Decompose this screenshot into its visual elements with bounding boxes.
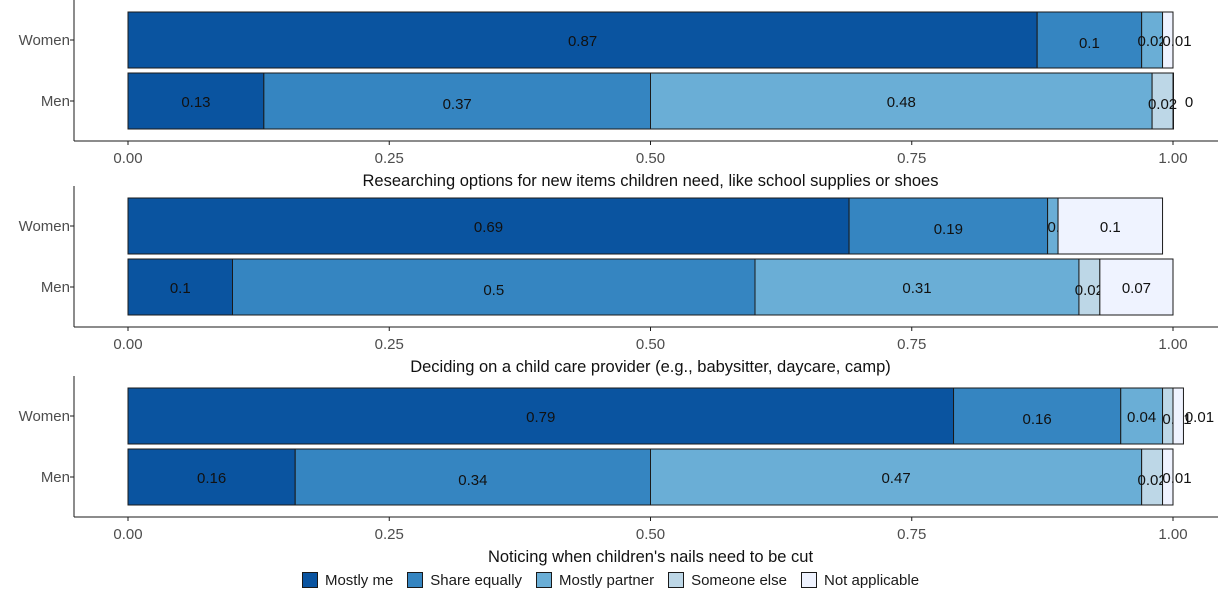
bar-men-not-applicable <box>1162 448 1174 506</box>
legend-label-mostly-me: Mostly me <box>324 571 394 589</box>
x-axis-title: Researching options for new items childr… <box>363 172 939 190</box>
bar-men-mostly-partner <box>650 448 1143 506</box>
y-tick-label-men: Men <box>41 279 70 296</box>
x-tick-label: 0.00 <box>113 336 142 353</box>
data-label-women-share-equally: 0.19 <box>934 221 963 238</box>
legend-swatch-share-equally <box>407 572 424 588</box>
bar-women-share-equally <box>953 387 1122 445</box>
data-label-men-share-equally: 0.34 <box>458 472 487 489</box>
y-tick-label-men: Men <box>41 469 70 486</box>
bar-women-mostly-me <box>127 387 955 445</box>
legend-swatch-mostly-partner <box>536 572 553 588</box>
data-label-men-not-applicable: 0.07 <box>1122 280 1151 297</box>
x-tick-label: 0.25 <box>375 336 404 353</box>
data-label-women-not-applicable: 0.01 <box>1162 33 1191 50</box>
bar-men-mostly-me <box>127 258 233 316</box>
data-label-men-mostly-me: 0.1 <box>170 280 191 297</box>
data-label-men-not-applicable: 0 <box>1185 94 1193 111</box>
bar-women-mostly-partner <box>1120 387 1164 445</box>
data-label-men-mostly-partner: 0.48 <box>887 94 916 111</box>
bar-women-mostly-me <box>127 197 850 255</box>
x-tick-label: 0.50 <box>636 336 665 353</box>
bar-women-share-equally <box>1036 11 1143 69</box>
bar-women-share-equally <box>848 197 1049 255</box>
bar-women-not-applicable <box>1172 387 1184 445</box>
y-tick-label-women: Women <box>19 408 70 425</box>
data-label-men-share-equally: 0.5 <box>483 282 504 299</box>
x-tick-label: 0.75 <box>897 336 926 353</box>
legend-swatch-not-applicable <box>800 572 817 588</box>
bar-men-share-equally <box>232 258 756 316</box>
data-label-women-mostly-me: 0.69 <box>474 219 503 236</box>
panel-1: Women 0.87 0.1 0.02 0 0.01 Men 0.13 0.37 0.48 0.02… <box>19 0 1218 190</box>
data-label-women-share-equally: 0.1 <box>1079 35 1100 52</box>
bar-men-mostly-partner <box>650 72 1153 130</box>
legend-item-mostly-me: Mostly me <box>301 571 394 589</box>
x-tick-label: 0.25 <box>375 150 404 167</box>
data-label-men-someone-else: 0.02 <box>1075 282 1104 299</box>
x-tick-label: 1.00 <box>1158 150 1187 167</box>
data-label-men-someone-else: 0.02 <box>1137 472 1166 489</box>
y-tick-label-women: Women <box>19 32 70 49</box>
legend-item-share-equally: Share equally <box>407 572 522 589</box>
data-label-women-share-equally: 0.16 <box>1023 411 1052 428</box>
chart-canvas: Women 0.87 0.1 0.02 0 0.01 Men 0.13 0.37 0.48 0.02… <box>19 0 1218 566</box>
legend-item-mostly-partner: Mostly partner <box>536 572 654 589</box>
data-label-women-mostly-partner: 0.02 <box>1137 33 1166 50</box>
legend-swatch-someone-else <box>668 572 685 588</box>
bar-men-share-equally <box>294 448 651 506</box>
legend-label-someone-else: Someone else <box>691 571 787 589</box>
data-label-women-mostly-me: 0.87 <box>568 33 597 50</box>
legend-item-someone-else: Someone else <box>668 572 787 589</box>
data-label-men-share-equally: 0.37 <box>443 96 472 113</box>
x-axis-title: Noticing when children's nails need to b… <box>488 548 814 566</box>
bar-men-not-applicable <box>1099 258 1174 316</box>
x-tick-label: 0.75 <box>897 526 926 543</box>
bar-women-not-applicable <box>1162 11 1174 69</box>
x-tick-label: 0.25 <box>375 526 404 543</box>
x-tick-label: 1.00 <box>1158 526 1187 543</box>
legend: Mostly me Share equally Mostly partner S… <box>0 568 1221 592</box>
x-tick-label: 0.50 <box>636 150 665 167</box>
bar-women-not-applicable <box>1057 197 1164 255</box>
bar-women-mostly-me <box>127 11 1038 69</box>
legend-label-mostly-partner: Mostly partner <box>559 571 655 589</box>
x-tick-label: 0.00 <box>113 526 142 543</box>
data-label-men-someone-else: 0.02 <box>1148 96 1177 113</box>
legend-label-not-applicable: Not applicable <box>823 571 920 589</box>
data-label-women-mostly-me: 0.79 <box>526 409 555 426</box>
data-label-women-not-applicable: 0.01 <box>1185 409 1214 426</box>
legend-item-not-applicable: Not applicable <box>800 571 920 589</box>
x-tick-label: 1.00 <box>1158 336 1187 353</box>
x-tick-label: 0.75 <box>897 150 926 167</box>
data-label-men-mostly-partner: 0.47 <box>881 470 910 487</box>
x-tick-label: 0.00 <box>113 150 142 167</box>
y-tick-label-women: Women <box>19 218 70 235</box>
data-label-men-mostly-partner: 0.31 <box>902 280 931 297</box>
bar-men-mostly-partner <box>754 258 1080 316</box>
legend-swatch-mostly-me <box>301 572 318 588</box>
legend-label-share-equally: Share equally <box>430 571 523 589</box>
panel-3: Women 0.79 0.16 0.04 0.01 0.01 Men 0.16 0.34 0.47… <box>19 376 1218 566</box>
data-label-men-not-applicable: 0.01 <box>1162 470 1191 487</box>
bar-men-not-applicable <box>1172 72 1174 130</box>
panel-2: Women0.690.190.0100.1Men0.10.50.310.020.… <box>19 186 1218 376</box>
bar-men-mostly-me <box>127 448 296 506</box>
data-label-men-mostly-me: 0.13 <box>181 94 210 111</box>
data-label-women-mostly-partner: 0.04 <box>1127 409 1156 426</box>
data-label-men-mostly-me: 0.16 <box>197 470 226 487</box>
x-axis-title: Deciding on a child care provider (e.g.,… <box>410 358 891 376</box>
x-tick-label: 0.50 <box>636 526 665 543</box>
y-tick-label-men: Men <box>41 93 70 110</box>
data-label-women-not-applicable: 0.1 <box>1100 219 1121 236</box>
